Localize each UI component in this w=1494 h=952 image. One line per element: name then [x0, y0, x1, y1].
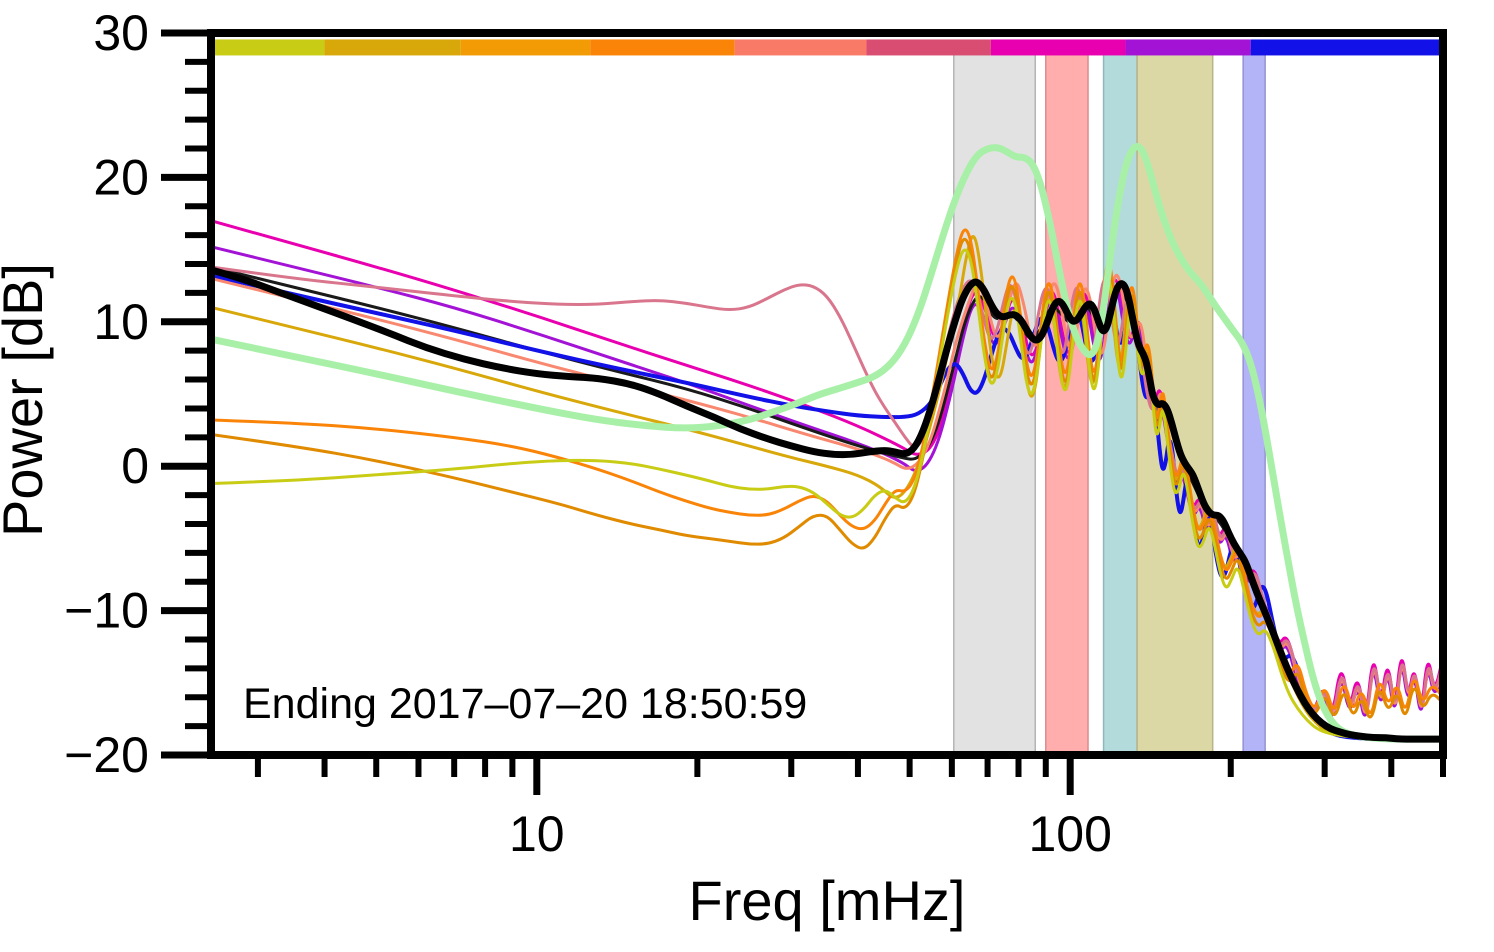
y-tick-label-20: 20	[93, 149, 149, 205]
series-ch-lightgreen	[211, 143, 1443, 743]
axis-tick-labels: −20 −10 0 10 20 30 10 100	[64, 5, 1112, 862]
y-tick-label-30: 30	[93, 5, 149, 61]
y-tick-label--10: −10	[64, 583, 149, 639]
frame-right	[1439, 29, 1447, 759]
x-tick-label-10: 10	[509, 806, 565, 862]
axes-frame	[207, 29, 1447, 759]
y-tick-label-0: 0	[121, 438, 149, 494]
ending-timestamp-annotation: Ending 2017‒07‒20 18:50:59	[243, 680, 807, 728]
shaded-frequency-bands	[953, 49, 1266, 755]
frame-left	[207, 29, 215, 759]
y-tick-label-10: 10	[93, 294, 149, 350]
colorkey-seg-3	[460, 39, 591, 56]
colorkey-seg-9	[1250, 39, 1443, 56]
axis-ticks	[161, 29, 1447, 795]
y-axis-label: Power [dB]	[0, 263, 54, 537]
colorkey-seg-6	[866, 39, 991, 56]
colorkey-seg-1	[211, 39, 325, 56]
band-pink	[1045, 49, 1089, 755]
band-teal	[1102, 49, 1138, 755]
spectra-curves	[211, 143, 1443, 743]
colorkey-seg-4	[590, 39, 735, 56]
series-mean	[211, 266, 1443, 743]
channel-color-key	[211, 39, 1443, 56]
frame-top	[207, 29, 1447, 37]
frame-bottom	[207, 751, 1447, 759]
colorkey-seg-7	[990, 39, 1126, 56]
colorkey-seg-8	[1125, 39, 1251, 56]
x-axis-label: Freq [mHz]	[689, 869, 966, 932]
colorkey-seg-2	[324, 39, 461, 56]
x-tick-label-100: 100	[1028, 806, 1111, 862]
y-tick-label--20: −20	[64, 727, 149, 783]
colorkey-seg-5	[734, 39, 867, 56]
